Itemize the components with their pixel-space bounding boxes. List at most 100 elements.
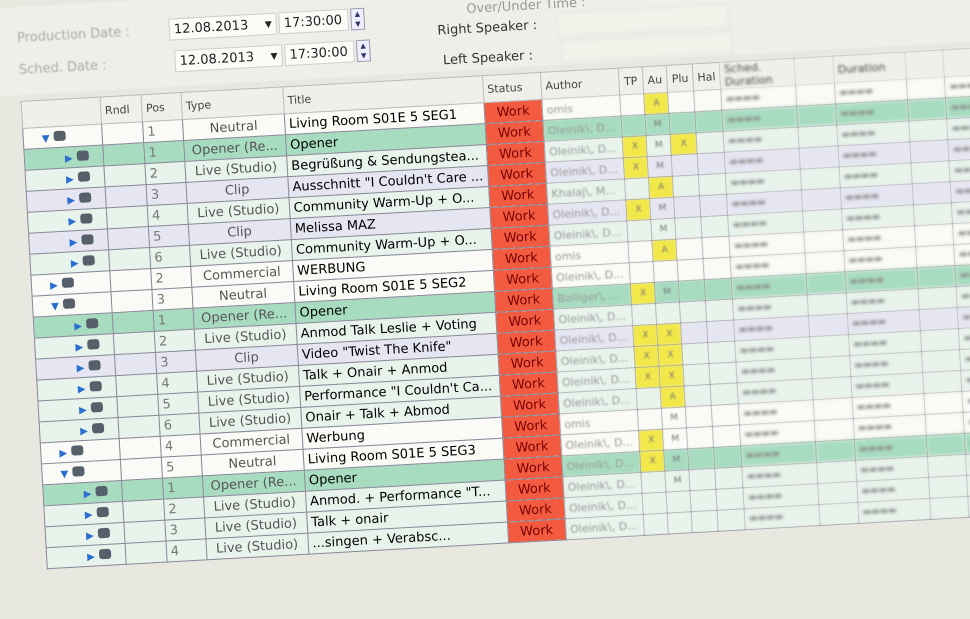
play-arrow-icon[interactable]: ▶	[84, 509, 93, 521]
plu-flag-cell[interactable]	[672, 174, 700, 198]
play-arrow-icon[interactable]: ▶	[68, 215, 77, 228]
production-time-spinner[interactable]: ▲ ▼	[350, 7, 366, 31]
hal-flag-cell[interactable]	[715, 487, 745, 511]
tp-flag-cell[interactable]	[628, 240, 654, 263]
play-arrow-icon[interactable]: ▶	[59, 447, 68, 459]
tp-flag-cell[interactable]: X	[630, 282, 656, 305]
plu-flag-cell[interactable]	[676, 237, 704, 261]
hal-flag-cell[interactable]	[700, 215, 729, 238]
au-flag-cell[interactable]: M	[650, 218, 677, 241]
hal-flag-cell[interactable]	[713, 445, 742, 469]
plu-flag-cell[interactable]	[685, 405, 713, 428]
au-flag-cell[interactable]: M	[664, 469, 691, 493]
status-badge[interactable]: Work	[507, 518, 567, 543]
tp-flag-cell[interactable]	[620, 93, 646, 116]
hal-flag-cell[interactable]	[694, 110, 724, 133]
play-arrow-icon[interactable]: ▶	[77, 383, 86, 395]
tp-flag-cell[interactable]: X	[633, 324, 658, 347]
tp-flag-cell[interactable]: X	[635, 366, 661, 389]
plu-flag-cell[interactable]	[690, 489, 718, 512]
column-header[interactable]: Plu	[666, 63, 694, 93]
au-flag-cell[interactable]: M	[663, 448, 690, 472]
plu-flag-cell[interactable]	[668, 90, 695, 114]
hal-flag-cell[interactable]	[703, 257, 732, 280]
collapse-arrow-icon[interactable]: ▼	[60, 468, 69, 480]
au-flag-cell[interactable]: M	[649, 197, 676, 220]
au-flag-cell[interactable]: A	[660, 385, 686, 409]
plu-flag-cell[interactable]	[682, 342, 709, 365]
hal-flag-cell[interactable]	[699, 194, 728, 217]
plu-flag-cell[interactable]	[684, 384, 712, 407]
hal-flag-cell[interactable]	[714, 466, 743, 490]
column-header[interactable]: Au	[642, 65, 669, 94]
hal-flag-cell[interactable]	[704, 278, 733, 301]
hal-flag-cell[interactable]	[711, 403, 740, 427]
left-speaker-field[interactable]	[560, 31, 734, 63]
tp-flag-cell[interactable]: X	[626, 198, 651, 221]
plu-flag-cell[interactable]	[691, 510, 719, 533]
plu-flag-cell[interactable]	[686, 426, 714, 449]
au-flag-cell[interactable]: A	[652, 239, 678, 262]
tp-flag-cell[interactable]: X	[638, 429, 664, 452]
plu-flag-cell[interactable]	[689, 468, 716, 491]
hal-flag-cell[interactable]	[708, 361, 738, 385]
plu-flag-cell[interactable]	[679, 300, 707, 323]
column-header[interactable]: Sched. Duration	[719, 58, 796, 90]
au-flag-cell[interactable]: M	[661, 406, 687, 430]
plu-flag-cell[interactable]	[673, 195, 701, 219]
tp-flag-cell[interactable]	[624, 177, 650, 200]
tp-flag-cell[interactable]	[641, 471, 667, 494]
plu-flag-cell[interactable]	[680, 321, 708, 344]
column-header[interactable]: Pos	[140, 92, 183, 122]
au-flag-cell[interactable]	[655, 302, 681, 325]
play-arrow-icon[interactable]: ▶	[66, 194, 76, 207]
plu-flag-cell[interactable]	[671, 153, 699, 177]
hal-flag-cell[interactable]	[696, 131, 725, 154]
au-flag-cell[interactable]: M	[654, 281, 680, 304]
au-flag-cell[interactable]	[653, 260, 679, 283]
sched-time-field[interactable]: 17:30:00	[283, 40, 356, 67]
tp-flag-cell[interactable]	[637, 408, 663, 431]
au-flag-cell[interactable]: M	[646, 134, 672, 157]
hal-flag-cell[interactable]	[712, 424, 741, 448]
column-header[interactable]: Hal	[692, 62, 721, 91]
column-header[interactable]: Duration	[832, 52, 907, 84]
au-flag-cell[interactable]: X	[659, 364, 685, 388]
plu-flag-cell[interactable]	[675, 216, 702, 240]
tp-flag-cell[interactable]: X	[640, 450, 665, 473]
tp-flag-cell[interactable]	[642, 492, 668, 515]
collapse-arrow-icon[interactable]: ▼	[41, 132, 50, 145]
collapse-arrow-icon[interactable]: ▼	[50, 300, 60, 313]
column-header[interactable]	[904, 49, 945, 80]
play-arrow-icon[interactable]: ▶	[49, 279, 59, 292]
tp-flag-cell[interactable]	[631, 303, 657, 326]
play-arrow-icon[interactable]: ▶	[75, 341, 84, 353]
play-arrow-icon[interactable]: ▶	[79, 425, 89, 437]
hal-flag-cell[interactable]	[701, 236, 731, 259]
tp-flag-cell[interactable]	[643, 513, 669, 536]
tp-flag-cell[interactable]	[629, 261, 655, 284]
au-flag-cell[interactable]	[667, 511, 693, 535]
hal-flag-cell[interactable]	[705, 299, 734, 322]
tp-flag-cell[interactable]	[636, 387, 662, 410]
plu-flag-cell[interactable]: X	[670, 132, 698, 156]
hal-flag-cell[interactable]	[707, 341, 736, 364]
plu-flag-cell[interactable]	[677, 258, 705, 282]
chevron-down-icon[interactable]: ▼	[264, 19, 273, 31]
tp-flag-cell[interactable]	[621, 114, 647, 137]
play-arrow-icon[interactable]: ▶	[65, 173, 75, 186]
au-flag-cell[interactable]: X	[656, 322, 683, 346]
au-flag-cell[interactable]: M	[662, 427, 688, 451]
au-flag-cell[interactable]: A	[648, 176, 674, 199]
hal-flag-cell[interactable]	[697, 152, 726, 175]
sched-date-field[interactable]: 12.08.2013 ▼	[174, 44, 284, 73]
column-header[interactable]: Rndl	[99, 94, 143, 125]
sched-time-spinner[interactable]: ▲ ▼	[355, 39, 372, 63]
play-arrow-icon[interactable]: ▶	[78, 404, 88, 416]
hal-flag-cell[interactable]	[710, 382, 739, 406]
column-header[interactable]	[942, 46, 970, 77]
au-flag-cell[interactable]: M	[645, 113, 671, 136]
play-arrow-icon[interactable]: ▶	[76, 362, 85, 374]
hal-flag-cell[interactable]	[698, 173, 727, 196]
play-arrow-icon[interactable]: ▶	[69, 236, 78, 248]
